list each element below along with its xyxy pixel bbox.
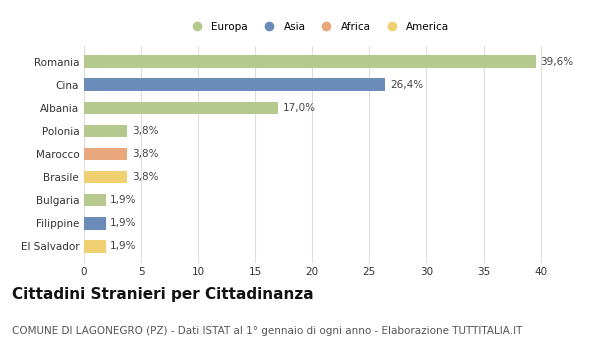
- Text: 39,6%: 39,6%: [541, 57, 574, 67]
- Bar: [84, 125, 127, 137]
- Bar: [84, 148, 127, 160]
- Text: 3,8%: 3,8%: [132, 149, 158, 159]
- Bar: [84, 194, 106, 206]
- Text: 17,0%: 17,0%: [283, 103, 316, 113]
- Bar: [84, 217, 106, 230]
- Legend: Europa, Asia, Africa, America: Europa, Asia, Africa, America: [182, 18, 454, 36]
- Bar: [84, 240, 106, 253]
- Bar: [84, 171, 127, 183]
- Text: 3,8%: 3,8%: [132, 126, 158, 136]
- Bar: [84, 78, 385, 91]
- Text: 1,9%: 1,9%: [110, 218, 137, 228]
- Bar: [84, 102, 278, 114]
- Text: Cittadini Stranieri per Cittadinanza: Cittadini Stranieri per Cittadinanza: [12, 287, 314, 302]
- Bar: [84, 55, 536, 68]
- Text: 26,4%: 26,4%: [390, 80, 423, 90]
- Text: COMUNE DI LAGONEGRO (PZ) - Dati ISTAT al 1° gennaio di ogni anno - Elaborazione : COMUNE DI LAGONEGRO (PZ) - Dati ISTAT al…: [12, 326, 523, 336]
- Text: 1,9%: 1,9%: [110, 195, 137, 205]
- Text: 1,9%: 1,9%: [110, 241, 137, 251]
- Text: 3,8%: 3,8%: [132, 172, 158, 182]
